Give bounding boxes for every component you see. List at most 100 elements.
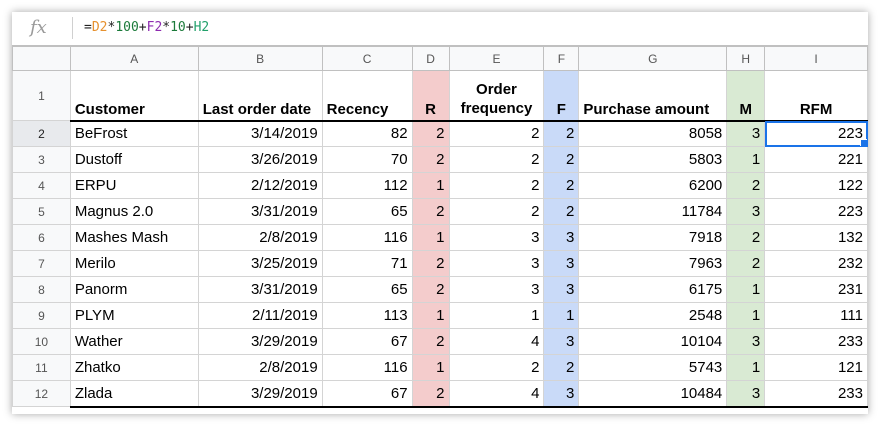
cell-recency[interactable]: 112 xyxy=(321,172,413,199)
cell-customer[interactable]: Panorm xyxy=(69,276,199,303)
row-header[interactable]: 8 xyxy=(12,276,71,303)
column-header-g[interactable]: G xyxy=(578,46,728,71)
cell-purchase-amount[interactable]: 7963 xyxy=(578,250,728,277)
cell-m[interactable]: 1 xyxy=(726,276,766,303)
cell-f[interactable]: 2 xyxy=(543,354,580,381)
cell-rfm[interactable]: 233 xyxy=(764,380,868,408)
cell-r[interactable]: 2 xyxy=(411,198,450,225)
column-header-b[interactable]: B xyxy=(197,46,323,71)
cell-customer[interactable]: Mashes Mash xyxy=(69,224,199,251)
cell-rfm[interactable]: 221 xyxy=(764,146,868,173)
cell-purchase-amount[interactable]: 8058 xyxy=(578,120,728,147)
cell-order-frequency[interactable]: 1 xyxy=(448,302,545,329)
cell-rfm[interactable]: 111 xyxy=(764,302,868,329)
cell-purchase-amount[interactable]: 6200 xyxy=(578,172,728,199)
cell-purchase-amount[interactable]: 5743 xyxy=(578,354,728,381)
cell-r[interactable]: 1 xyxy=(411,354,450,381)
cell-last-order-date[interactable]: 3/26/2019 xyxy=(197,146,323,173)
row-header[interactable]: 6 xyxy=(12,224,71,251)
cell-customer[interactable]: Wather xyxy=(69,328,199,355)
cell-last-order-date[interactable]: 2/11/2019 xyxy=(197,302,323,329)
cell-purchase-amount[interactable]: 10104 xyxy=(578,328,728,355)
cell-customer[interactable]: PLYM xyxy=(69,302,199,329)
cell-recency[interactable]: 116 xyxy=(321,224,413,251)
row-header[interactable]: 10 xyxy=(12,328,71,355)
column-header-c[interactable]: C xyxy=(321,46,413,71)
row-header[interactable]: 12 xyxy=(12,380,71,407)
cell-order-frequency[interactable]: 3 xyxy=(448,250,545,277)
cell-order-frequency[interactable]: 2 xyxy=(448,146,545,173)
cell-recency[interactable]: 65 xyxy=(321,276,413,303)
cell-m[interactable]: 3 xyxy=(726,120,766,147)
row-header[interactable]: 5 xyxy=(12,198,71,225)
header-r[interactable]: R xyxy=(411,70,450,122)
cell-last-order-date[interactable]: 3/31/2019 xyxy=(197,198,323,225)
cell-purchase-amount[interactable]: 2548 xyxy=(578,302,728,329)
row-header[interactable]: 11 xyxy=(12,354,71,381)
cell-r[interactable]: 2 xyxy=(411,250,450,277)
cell-customer[interactable]: Zhatko xyxy=(69,354,199,381)
cell-f[interactable]: 2 xyxy=(543,146,580,173)
header-last-order-date[interactable]: Last order date xyxy=(197,70,323,122)
row-header[interactable]: 1 xyxy=(12,70,71,121)
cell-f[interactable]: 3 xyxy=(543,250,580,277)
cell-m[interactable]: 3 xyxy=(726,380,766,408)
cell-rfm[interactable]: 132 xyxy=(764,224,868,251)
cell-order-frequency[interactable]: 4 xyxy=(448,328,545,355)
column-header-i[interactable]: I xyxy=(764,46,868,71)
formula-input[interactable]: =D2*100+F2*10+H2 xyxy=(84,18,209,38)
row-header[interactable]: 2 xyxy=(12,120,71,147)
cell-rfm[interactable]: 233 xyxy=(764,328,868,355)
cell-order-frequency[interactable]: 3 xyxy=(448,276,545,303)
cell-rfm[interactable]: 121 xyxy=(764,354,868,381)
header-order-frequency[interactable]: Order frequency xyxy=(448,70,545,122)
formula-bar[interactable]: fx =D2*100+F2*10+H2 xyxy=(12,12,868,46)
cell-r[interactable]: 2 xyxy=(411,276,450,303)
cell-recency[interactable]: 70 xyxy=(321,146,413,173)
cell-f[interactable]: 3 xyxy=(543,328,580,355)
cell-r[interactable]: 1 xyxy=(411,172,450,199)
row-header[interactable]: 4 xyxy=(12,172,71,199)
cell-r[interactable]: 2 xyxy=(411,146,450,173)
cell-recency[interactable]: 113 xyxy=(321,302,413,329)
header-rfm[interactable]: RFM xyxy=(764,70,868,122)
cell-recency[interactable]: 82 xyxy=(321,120,413,147)
cell-order-frequency[interactable]: 3 xyxy=(448,224,545,251)
header-customer[interactable]: Customer xyxy=(69,70,199,122)
cell-recency[interactable]: 71 xyxy=(321,250,413,277)
cell-f[interactable]: 2 xyxy=(543,198,580,225)
cell-last-order-date[interactable]: 3/29/2019 xyxy=(197,380,323,408)
column-header-d[interactable]: D xyxy=(411,46,450,71)
cell-customer[interactable]: Zlada xyxy=(69,380,199,408)
cell-last-order-date[interactable]: 2/12/2019 xyxy=(197,172,323,199)
cell-m[interactable]: 2 xyxy=(726,172,766,199)
cell-purchase-amount[interactable]: 5803 xyxy=(578,146,728,173)
cell-order-frequency[interactable]: 2 xyxy=(448,354,545,381)
cell-customer[interactable]: Merilo xyxy=(69,250,199,277)
cell-f[interactable]: 3 xyxy=(543,224,580,251)
cell-order-frequency[interactable]: 4 xyxy=(448,380,545,408)
cell-m[interactable]: 2 xyxy=(726,224,766,251)
cell-r[interactable]: 2 xyxy=(411,380,450,408)
cell-purchase-amount[interactable]: 7918 xyxy=(578,224,728,251)
cell-m[interactable]: 2 xyxy=(726,250,766,277)
cell-customer[interactable]: ERPU xyxy=(69,172,199,199)
cell-last-order-date[interactable]: 3/29/2019 xyxy=(197,328,323,355)
cell-m[interactable]: 1 xyxy=(726,146,766,173)
cell-recency[interactable]: 116 xyxy=(321,354,413,381)
cell-order-frequency[interactable]: 2 xyxy=(448,120,545,147)
cell-rfm[interactable]: 223 xyxy=(764,198,868,225)
cell-customer[interactable]: Dustoff xyxy=(69,146,199,173)
cell-r[interactable]: 2 xyxy=(411,120,450,147)
cell-rfm[interactable]: 231 xyxy=(764,276,868,303)
cell-f[interactable]: 2 xyxy=(543,172,580,199)
cell-r[interactable]: 1 xyxy=(411,224,450,251)
cell-m[interactable]: 1 xyxy=(726,302,766,329)
header-recency[interactable]: Recency xyxy=(321,70,413,122)
cell-purchase-amount[interactable]: 6175 xyxy=(578,276,728,303)
cell-f[interactable]: 1 xyxy=(543,302,580,329)
cell-rfm[interactable]: 122 xyxy=(764,172,868,199)
select-all-corner[interactable] xyxy=(12,46,71,71)
cell-customer[interactable]: BeFrost xyxy=(69,120,199,147)
row-header[interactable]: 7 xyxy=(12,250,71,277)
